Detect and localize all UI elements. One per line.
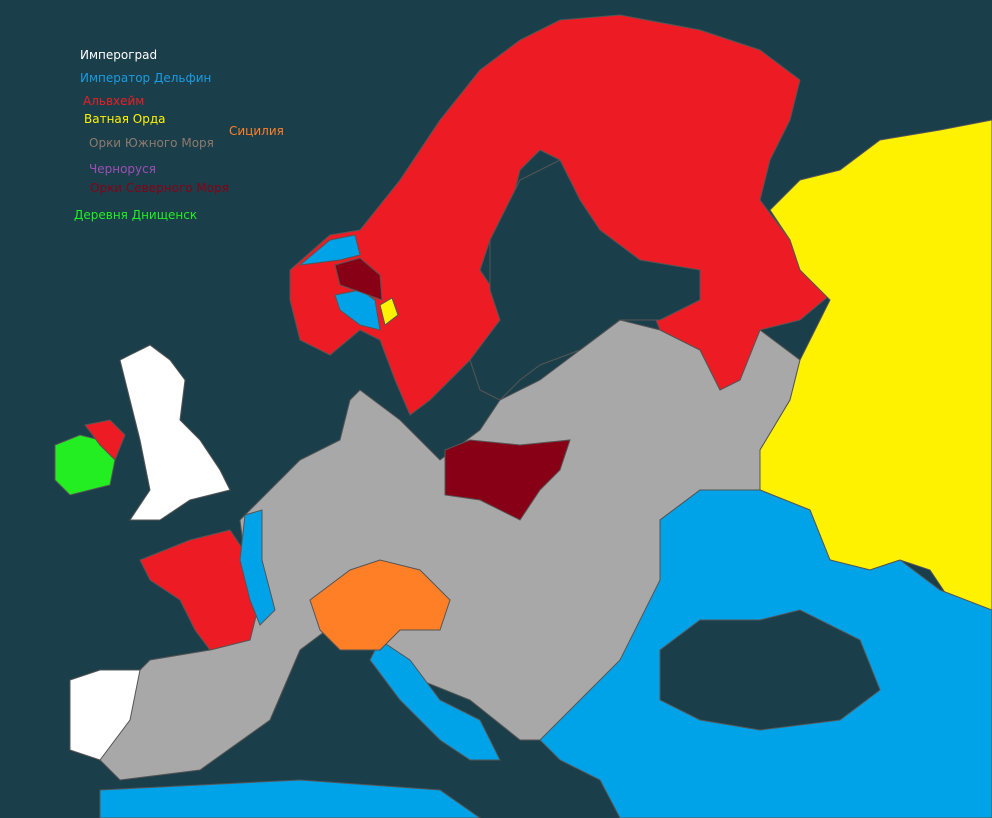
legend-chernorusia: Черноруся	[89, 162, 156, 176]
region-delfin-africa	[99, 779, 481, 818]
region-delfin-rhine	[239, 509, 276, 626]
region-north-orcs-poland	[444, 439, 571, 521]
region-horde-norway	[379, 297, 399, 326]
legend-north-sea-orcs: Орки Северного Моря	[90, 181, 229, 195]
region-alvheim-france	[139, 529, 261, 651]
region-imperograd-iberia	[69, 669, 141, 761]
region-alvheim-ireland	[84, 419, 126, 461]
baltic-sea	[469, 159, 701, 401]
legend-imperograd: Имперограd	[80, 48, 158, 62]
legend-sicily: Сицилия	[229, 124, 284, 138]
region-delfin-norway	[298, 234, 361, 266]
region-delfin-italy	[369, 639, 501, 761]
legend-imperator-delfin: Император Дельфин	[80, 71, 212, 85]
region-sicily	[309, 559, 451, 651]
region-imperograd-britain	[119, 344, 231, 521]
region-alvheim-scandinavia	[289, 14, 831, 416]
region-north-orcs-norway	[334, 257, 383, 301]
legend-south-sea-orcs: Орки Южного Моря	[89, 136, 214, 150]
legend-vatnaya-orda: Ватная Орда	[84, 112, 166, 126]
region-dnishchensk	[54, 434, 116, 496]
legend-alvheim: Альвхейм	[83, 94, 145, 108]
legend-dnishchensk: Деревня Днищенск	[74, 208, 198, 222]
black-sea	[659, 609, 881, 731]
